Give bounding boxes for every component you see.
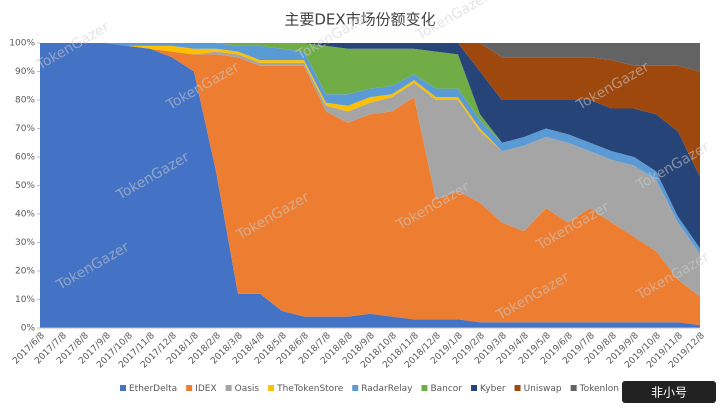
legend-label: RadarRelay bbox=[361, 384, 413, 394]
legend-label: TheTokenStore bbox=[276, 384, 344, 394]
legend-swatch bbox=[225, 385, 232, 391]
legend-swatch bbox=[186, 385, 193, 391]
legend-swatch bbox=[352, 385, 359, 391]
legend-label: Kyber bbox=[480, 384, 506, 394]
y-tick-label: 20% bbox=[15, 267, 35, 277]
y-tick-label: 80% bbox=[15, 96, 35, 106]
y-tick-label: 30% bbox=[15, 238, 35, 248]
legend-label: IDEX bbox=[195, 384, 216, 394]
logo-text: 非小号 bbox=[651, 386, 687, 400]
legend-swatch bbox=[421, 385, 428, 391]
legend-label: Oasis bbox=[235, 384, 260, 394]
legend-swatch bbox=[570, 385, 577, 391]
legend-label: EtherDelta bbox=[129, 384, 177, 394]
area bbox=[40, 43, 700, 177]
chart-title: 主要DEX市场份额变化 bbox=[284, 11, 435, 29]
y-tick-label: 90% bbox=[15, 67, 35, 77]
legend-swatch bbox=[471, 385, 478, 391]
area bbox=[40, 43, 700, 297]
y-tick-label: 40% bbox=[15, 210, 35, 220]
legend: EtherDelta IDEX Oasis TheTokenStore RadarRel… bbox=[120, 384, 619, 394]
legend-label: Tokenlon bbox=[579, 384, 619, 394]
y-tick-label: 70% bbox=[15, 124, 35, 134]
area bbox=[40, 43, 700, 328]
legend-swatch bbox=[268, 385, 275, 391]
y-tick-label: 60% bbox=[15, 153, 35, 163]
legend-swatch bbox=[514, 385, 521, 391]
legend-label: Bancor bbox=[430, 384, 462, 394]
area bbox=[40, 43, 700, 72]
y-tick-label: 100% bbox=[9, 39, 35, 49]
area bbox=[40, 43, 700, 249]
logo-box bbox=[622, 381, 716, 403]
legend-label: Uniswap bbox=[524, 384, 562, 394]
area bbox=[40, 43, 700, 326]
y-tick-label: 50% bbox=[15, 181, 35, 191]
legend-swatch bbox=[120, 385, 126, 391]
y-tick-label: 0% bbox=[21, 324, 36, 334]
y-tick-label: 10% bbox=[15, 295, 35, 305]
